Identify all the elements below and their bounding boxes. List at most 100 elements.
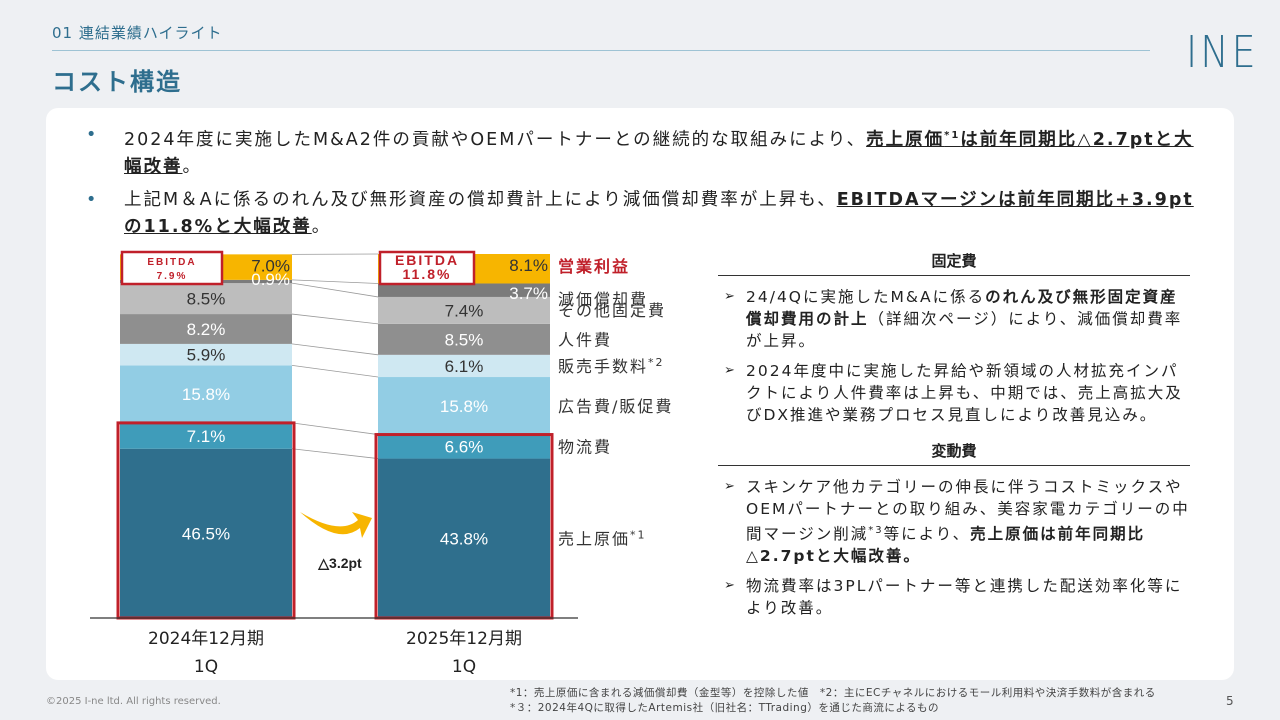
summary-bullets: • 2024年度に実施したM&A2件の貢献やOEMパートナーとの継続的な取組みに… [86, 122, 1196, 247]
copyright: ©2025 I-ne ltd. All rights reserved. [46, 696, 221, 707]
bar-segment [378, 283, 550, 297]
segment-label: 6.6% [445, 438, 484, 457]
footnote-ref: *3 [868, 525, 884, 536]
segment-label: 5.9% [187, 346, 226, 365]
bullet-dot-icon: • [86, 189, 99, 210]
segment-label: 8.5% [445, 330, 484, 349]
bar-segment [378, 323, 550, 355]
arrow-bullet-icon: ➢ [724, 479, 737, 494]
connector-line [291, 282, 379, 298]
ebitda-box [378, 250, 476, 286]
series-label: その他固定費 [558, 301, 666, 320]
segment-label: 6.1% [445, 357, 484, 376]
bar-segment [120, 422, 292, 449]
bar-segment [120, 283, 292, 315]
company-logo: INE [1186, 26, 1259, 78]
page-number: 5 [1226, 694, 1234, 708]
summary-bullet: • 2024年度に実施したM&A2件の貢献やOEMパートナーとの継続的な取組みに… [86, 122, 1196, 181]
bar-segment [378, 354, 550, 378]
header-divider [52, 50, 1150, 51]
segment-label: 15.8% [182, 385, 230, 404]
segment-label: 0.9% [251, 270, 290, 289]
series-footnote-ref: *1 [630, 528, 647, 541]
bar-segment [120, 314, 292, 344]
category-label: 2025年12月期 [406, 629, 522, 649]
bullet-text: 2024年度に実施したM&A2件の貢献やOEMパートナーとの継続的な取組みにより… [124, 129, 867, 150]
bullet-text-end: 。 [182, 156, 202, 177]
item-text: 24/4Qに実施したM&Aに係る [746, 288, 986, 306]
variable-cost-item: ➢ スキンケア他カテゴリーの伸長に伴うコストミックスやOEMパートナーとの取り組… [718, 476, 1190, 567]
variable-cost-item: ➢ 物流費率は3PLパートナー等と連携した配送効率化等により改善。 [718, 575, 1190, 619]
bar-segment [120, 448, 292, 618]
bar-segment [378, 434, 550, 459]
series-label: 減価償却費 [558, 290, 648, 309]
segment-label: 3.7% [509, 284, 548, 303]
series-label: 販売手数料*2 [558, 356, 665, 376]
segment-label: 7.4% [445, 301, 484, 320]
segment-label: 8.5% [187, 290, 226, 309]
connector-line [291, 313, 379, 325]
connector-line [291, 422, 379, 435]
page-title: コスト構造 [52, 68, 182, 96]
series-footnote-ref: *2 [648, 356, 665, 369]
segment-label: 15.8% [440, 397, 488, 416]
arrow-bullet-icon: ➢ [724, 578, 737, 594]
commentary-column: 固定費 ➢ 24/4Qに実施したM&Aに係るのれん及び無形固定資産償却費用の計上… [718, 250, 1190, 627]
series-label: 物流費 [558, 438, 612, 457]
category-label: 1Q [452, 657, 476, 677]
change-label: △3.2pt [317, 555, 362, 571]
bar-segment [378, 377, 550, 435]
series-label: 人件費 [558, 330, 612, 349]
segment-label: 43.8% [440, 529, 488, 548]
segment-label: 8.1% [509, 256, 548, 275]
ebitda-value: 7.9% [157, 271, 188, 282]
bullet-text-end: 。 [311, 216, 332, 237]
ebitda-box [120, 250, 224, 286]
bullet-emphasis: EBITDAマージンは前年同期比+3.9ptの11.8%と大幅改善 [124, 189, 1194, 237]
cost-structure-chart: 46.5% 7.1% 15.8% 5.9% 8.2% 8.5% 0.9%7.0% 43.8% 6… [90, 250, 673, 677]
segment-label: 7.1% [187, 427, 226, 446]
section-label: 01 連結業績ハイライト [52, 24, 223, 42]
footnote-line: *1：売上原価に含まれる減価償却費（金型等）を控除した値 *2：主にECチャネル… [510, 687, 1156, 699]
item-text: 2024年度中に実施した昇給や新領域の人材拡充インパクトにより人件費率は上昇も、… [746, 362, 1183, 424]
connector-line [291, 364, 379, 378]
ebitda-title: EBITDA [147, 257, 196, 268]
item-text: スキンケア他カテゴリーの伸長に伴うコストミックスやOEMパートナーとの取り組み、… [746, 478, 1190, 544]
fixed-cost-heading: 固定費 [718, 250, 1190, 276]
series-label: 売上原価*1 [558, 528, 647, 548]
footnote-ref: *1 [944, 130, 961, 141]
category-label: 2024年12月期 [148, 629, 264, 649]
footnotes: *1：売上原価に含まれる減価償却費（金型等）を控除した値 *2：主にECチャネル… [510, 686, 1156, 716]
bar-segment [120, 365, 292, 423]
connector-line [291, 279, 379, 284]
bullet-text: 上記M＆Aに係るのれん及び無形資産の償却費計上により減価償却費率が上昇も、 [124, 189, 837, 210]
segment-label: 46.5% [182, 524, 230, 543]
bar-segment [378, 296, 550, 324]
footnote-line: *３：2024年4Qに取得したArtemis社（旧社名：TTrading）を通じ… [510, 702, 940, 714]
ebitda-title: EBITDA [395, 252, 459, 268]
ebitda-value: 11.8% [403, 266, 452, 282]
segment-label: 8.2% [187, 320, 226, 339]
segment-label: 7.0% [251, 256, 290, 275]
connector-line [291, 448, 379, 459]
fixed-cost-item: ➢ 2024年度中に実施した昇給や新領域の人材拡充インパクトにより人件費率は上昇… [718, 360, 1190, 426]
connector-line [291, 343, 379, 356]
fixed-cost-item: ➢ 24/4Qに実施したM&Aに係るのれん及び無形固定資産償却費用の計上（詳細次… [718, 286, 1190, 352]
bullet-emphasis: 売上原価 [866, 129, 945, 150]
item-text: 物流費率は3PLパートナー等と連携した配送効率化等により改善。 [746, 577, 1183, 618]
bar-segment [120, 343, 292, 366]
series-label: 広告費/販促費 [558, 397, 673, 416]
bullet-dot-icon: • [86, 125, 99, 145]
item-emphasis: 売上原価は前年同期比△2.7ptと大幅改善。 [746, 525, 1146, 566]
category-label: 1Q [194, 657, 218, 677]
variable-cost-heading: 変動費 [718, 440, 1190, 466]
item-text: 等により、 [883, 525, 971, 544]
item-text-end: （詳細次ページ）により、減価償却費率が上昇。 [746, 310, 1183, 350]
series-label: 営業利益 [558, 257, 630, 276]
arrow-bullet-icon: ➢ [724, 289, 737, 304]
change-arrow-icon [300, 512, 372, 538]
bullet-emphasis: は前年同期比△2.7ptと大幅改善 [124, 129, 1194, 177]
arrow-bullet-icon: ➢ [724, 363, 737, 378]
item-emphasis: のれん及び無形固定資産償却費用の計上 [746, 288, 1178, 328]
summary-bullet: • 上記M＆Aに係るのれん及び無形資産の償却費計上により減価償却費率が上昇も、E… [86, 187, 1196, 241]
